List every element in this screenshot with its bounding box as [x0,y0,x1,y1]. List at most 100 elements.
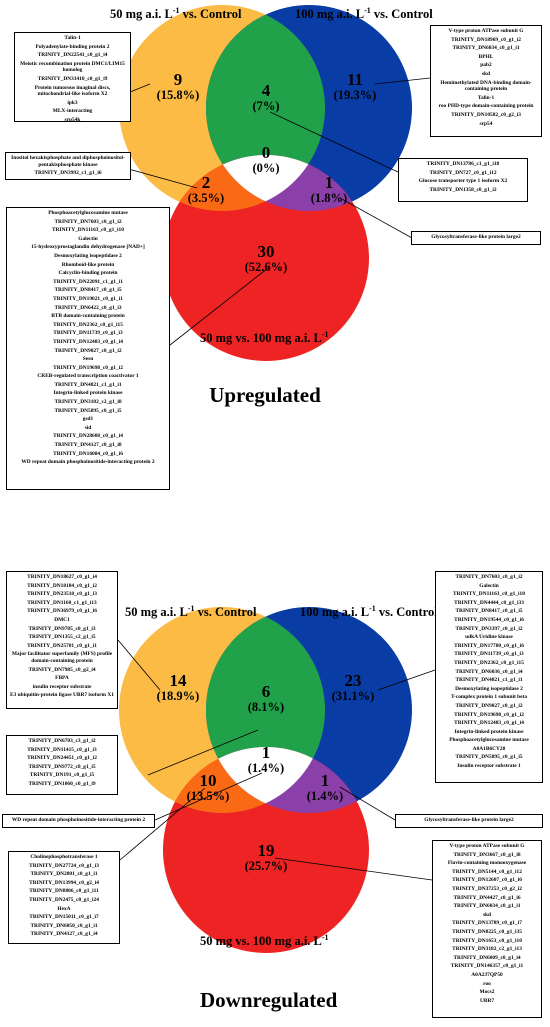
gene-list-item: TRINITY_DN1160_c1_g1_i13 [27,599,97,606]
gene-list-item: TRINITY_DN13789_c0_g1_i7 [452,920,522,927]
leader-line [117,639,161,691]
gene-list-item: TRINITY_DN191_c0_g1_i5 [29,772,95,779]
gene-list-item: TRINITY_DN4821_c1_g1_i1 [54,381,122,388]
down-box-left-bottom: Cholinephosphotransferase 1 TRINITY_DN277… [8,851,120,944]
up-box-right-only: V-type proton ATPase subunit G TRINITY_DN… [430,25,542,137]
gene-list-item: TRINITY_DN6036_c0_g1_i4 [455,668,523,675]
gene-list-item: TRINITY_DN8225_c0_g1_i35 [452,928,522,935]
gene-list-item: insulin receptor substrate [32,683,92,690]
gene-list-item: TRINITY_DN12483_c0_g1_i4 [454,720,524,727]
gene-list-item: TRINITY_DN146357_c0_g1_i1 [450,963,524,970]
gene-list-item: TRINITY_DN727_c0_g1_i12 [429,169,497,176]
gene-list-item: HexA [57,905,71,912]
down-box-right-bottom: Glycosyltransferase-like protein large2 [395,814,543,828]
gene-list-item: TRINITY_DN15011_c0_g1_i7 [29,914,99,921]
gene-list-item: TRINITY_DN7603_c0_g1_i2 [54,218,122,225]
gene-list-item: Calcyclin-binding protein [58,270,118,277]
gene-list-item: TRINITY_DN2362_c0_g1_i15 [53,321,123,328]
down-count-all: 1 (1.4%) [247,743,285,775]
down-set-right-label: 100 mg a.i. L-1 vs. Control [300,604,438,620]
gene-list-item: Integrin-linked protein kinase [454,728,524,735]
leader-line [147,729,259,776]
gene-list-item: TRINITY_DN3667_c0_g1_i8 [453,851,521,858]
gene-list-item: BPHL [478,53,494,60]
gene-list-item: Sesn [82,356,94,363]
gene-list-item: TRINITY_DN8417_c0_g1_i5 [54,287,122,294]
gene-list-item: TRINITY_DN5895_c0_g1_i5 [455,754,523,761]
up-title: Upregulated [209,383,321,407]
gene-list-item: TRINITY_DN18184_c0_g1_i2 [27,582,97,589]
down-count-left-bottom: 10 (13.5%) [186,771,230,803]
gene-list-item: TRINITY_DN31410_c0_g1_i9 [37,75,108,82]
leader-line [269,111,399,173]
gene-list-item: TRINITY_DN3182_c2_g1_i8 [54,399,122,406]
gene-list-item: TRINITY_DN12483_c0_g1_i4 [53,338,123,345]
gene-list-item: TRINITY_DN19021_c0_g1_i1 [53,295,123,302]
gene-list-item: Desmoxylating isopeptidase 2 [455,685,523,692]
gene-list-item: WD repeat domain phosphoinositide-intera… [21,459,155,466]
gene-list-item: DMC1 [54,616,70,623]
gene-list-item: TRINITY_DN5144_c0_g1_i12 [452,868,522,875]
gene-list-item: BTB domain-containing protein [51,313,125,320]
gene-list-item: udkA Uridine kinase [465,634,513,641]
gene-list-item: TRINITY_DN9785_c0_g1_i3 [28,625,96,632]
gene-list-item: A0A2J7QP50 [471,971,503,978]
gene-list-item: TRINITY_DN19698_c0_g1_i2 [53,364,123,371]
gene-list-item: V-type proton ATPase subunit G [449,843,525,849]
up-set-bottom-label: 50 mg vs. 100 mg a.i. L-1 [200,330,329,346]
gene-list-item: TRINITY_DN19698_c0_g1_i2 [454,711,524,718]
gene-list-item: Mocs2 [479,989,495,996]
gene-list-item: TRINITY_DN6422_c0_g1_i3 [54,304,122,311]
gene-list-item: TRINITY_DN5895_c0_g1_i5 [54,407,122,414]
gene-list-item: Flavin-containing monooxygenase [447,860,527,867]
gene-list-item: Rhomboid-like protein [61,261,115,268]
up-count-left-right: 4 (7%) [252,81,280,113]
gene-list-item: Inositol hexakisphosphate and diphosphoi… [11,155,125,168]
gene-list-item: TRINITY_DN6050_c0_g1_i1 [30,922,98,929]
up-count-all: 0 (0%) [252,143,280,175]
gene-list-item: Insulin receptor substrate 1 [457,763,521,770]
gene-list-item: TRINITY_DN36979_c0_g1_i6 [27,608,97,615]
up-count-bottom-only: 30 (52.6%) [244,242,288,274]
gene-list-item: TRINITY_DN10582_c0_g2_i3 [451,111,521,118]
gene-list-item: Polyadenylate-binding protein 2 [35,43,110,50]
down-box-left-only: TRINITY_DN18627_c0_g1_i4 TRINITY_DN18184_… [6,571,118,709]
gene-list-item: Hemimethylated DNA-binding domain-contai… [440,79,532,93]
gene-list-item: TRINITY_DN7985_c0_g2_i4 [28,666,96,673]
gene-list-item: Galectin [78,235,98,242]
gene-list-item: TRINITY_DN1358_c0_g1_i2 [429,186,497,193]
gene-list-item: TRINITY_DN9772_c0_g1_i5 [28,763,96,770]
gene-list-item: 15-hydroxyprostaglandin dehydrogenase [N… [31,244,145,251]
gene-list-item: TRINITY_DN3992_c1_g1_i6 [34,170,102,177]
gene-list-item: Glycosyltransferase-like protein large2 [431,234,521,240]
leader-line [339,786,396,821]
gene-list-item: TRINITY_DN3397_c0_g1_i2 [455,625,523,632]
gene-list-item: Protein tumorous imaginal discs, mitocho… [34,84,111,98]
gene-list-item: TRINITY_DN8806_c0_g1_i11 [29,888,99,895]
leader-line [377,669,436,691]
down-box-left-right: TRINITY_DN6703_c3_g1_i2 TRINITY_DN11415_c… [6,735,118,795]
gene-list-item: TRINITY_DN4821_c1_g1_i1 [455,677,523,684]
gene-list-item: TRINITY_DN1653_c0_g1_i10 [452,937,522,944]
gene-list-item: UBR7 [479,997,495,1004]
gene-list-item: TRINITY_DN2362_c0_g1_i15 [454,659,524,666]
gene-list-item: Cholinephosphotransferase 1 [30,854,98,860]
gene-list-item: Galectin [479,582,499,589]
gene-list-item: TRINITY_DN7603_c0_g1_i2 [455,574,523,580]
gene-list-item: Phosphoacetylglucosamine mutase [449,737,529,744]
gene-list-item: CREB-regulated transcription coactivator… [37,373,139,380]
down-count-right-only: 23 (31.1%) [331,671,375,703]
gene-list-item: Talin-1 [477,94,495,101]
gene-list-item: sid [84,424,92,431]
gene-list-item: TRINITY_DN11415_c0_g1_i3 [27,746,97,753]
gene-list-item: TRINITY_DN16084_c0_g1_i6 [53,450,123,457]
gene-list-item: TRINITY_DN2475_c0_g1_i24 [29,896,99,903]
gene-list-item: TRINITY_DN25701_c0_g1_i1 [27,642,97,649]
down-count-bottom-only: 19 (25.7%) [244,841,288,873]
gene-list-item: TRINITY_DN8417_c0_g1_i5 [455,608,523,615]
gene-list-item: pab2 [480,62,492,69]
gene-list-item: MLX-interacting [52,108,93,115]
gene-list-item: TRINITY_DN1060_c0_g1_i9 [28,780,96,787]
down-count-left-only: 14 (18.9%) [156,671,200,703]
